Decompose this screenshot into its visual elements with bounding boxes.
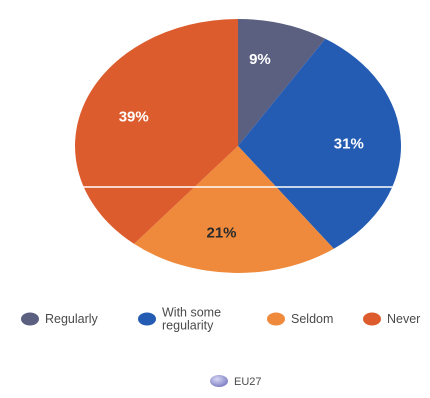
legend-item: With some regularity: [138, 306, 221, 333]
pie-slice-with-some-regularity: [238, 38, 401, 249]
series-legend-label: EU27: [234, 376, 262, 388]
series-legend: EU27: [210, 375, 262, 388]
legend-swatch: [267, 312, 285, 326]
series-legend-swatch: [210, 375, 228, 387]
slice-label-with-some-regularity: 31%: [334, 135, 364, 152]
legend-item: Seldom: [267, 312, 333, 326]
slice-label-seldom: 21%: [207, 224, 237, 241]
legend-item: Never: [363, 312, 420, 326]
legend-label: Regularly: [45, 312, 99, 326]
pie-slice-regularly: [238, 19, 326, 146]
legend-label: Never: [387, 312, 420, 326]
legend-swatch: [363, 312, 381, 326]
slice-label-regularly: 9%: [249, 51, 271, 68]
legend-label: With some regularity: [162, 306, 221, 333]
legend: Regularly With some regularity Seldom Never: [21, 306, 420, 333]
pie-slice-seldom: [134, 146, 334, 273]
legend-label: Seldom: [291, 312, 333, 326]
legend-swatch: [138, 312, 156, 326]
legend-swatch: [21, 312, 39, 326]
slice-labels: 9% 31% 21% 39%: [119, 51, 364, 241]
slice-label-never: 39%: [119, 109, 149, 126]
legend-item: Regularly: [21, 312, 99, 326]
